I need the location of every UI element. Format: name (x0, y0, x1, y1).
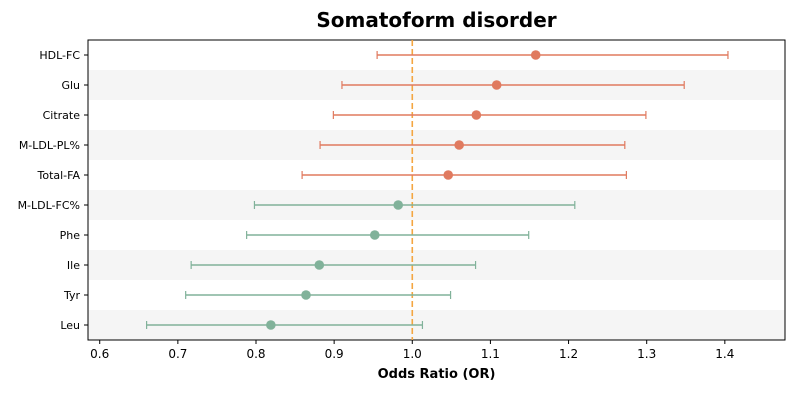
row-leu (146, 320, 424, 330)
x-tick-label: 0.6 (90, 347, 109, 361)
x-tick-label: 0.7 (168, 347, 187, 361)
row-m-ldl-fc- (253, 200, 576, 210)
or-point (530, 50, 541, 60)
row-hdl-fc (376, 50, 729, 60)
or-point (491, 80, 502, 90)
or-point (266, 320, 276, 330)
x-tick-label: 1.1 (481, 347, 500, 361)
chart-title: Somatoform disorder (316, 8, 557, 32)
row-ile (190, 260, 477, 270)
row-total-fa (301, 170, 627, 180)
row-glu (341, 80, 685, 90)
or-point (471, 110, 482, 120)
y-tick-label: Tyr (63, 289, 81, 302)
x-tick-label: 1.2 (559, 347, 578, 361)
y-tick-label: M-LDL-PL% (19, 139, 80, 152)
x-tick-label: 0.9 (325, 347, 344, 361)
x-axis-label: Odds Ratio (OR) (377, 367, 496, 382)
or-point (369, 230, 380, 240)
or-point (301, 290, 311, 300)
or-point (454, 140, 464, 150)
x-tick-label: 0.8 (246, 347, 265, 361)
or-point (393, 200, 404, 210)
y-tick-label: Glu (61, 79, 80, 92)
y-tick-label: Citrate (43, 109, 81, 122)
y-tick-label: Phe (60, 229, 81, 242)
y-tick-label: HDL-FC (39, 49, 80, 62)
row-m-ldl-pl- (319, 140, 626, 150)
or-point (443, 170, 454, 180)
x-tick-label: 1.4 (715, 347, 734, 361)
y-tick-label: Total-FA (36, 169, 80, 182)
x-tick-label: 1.0 (403, 347, 422, 361)
plot-frame (87, 39, 786, 341)
x-tick-label: 1.3 (637, 347, 656, 361)
row-tyr (185, 290, 452, 300)
y-tick-label: Leu (60, 319, 80, 332)
y-tick-label: M-LDL-FC% (18, 199, 80, 212)
row-citrate (332, 110, 647, 120)
row-phe (246, 230, 530, 240)
or-point (314, 260, 325, 270)
y-tick-label: Ile (67, 259, 80, 272)
